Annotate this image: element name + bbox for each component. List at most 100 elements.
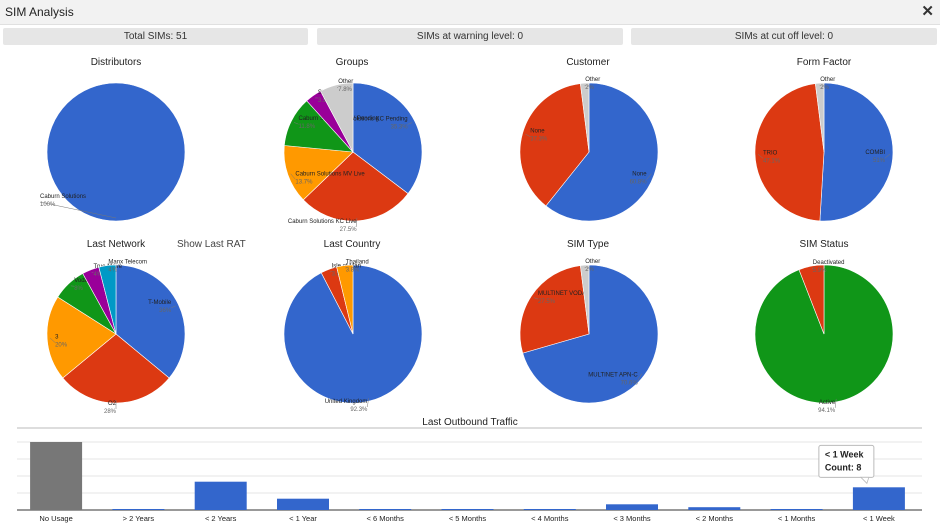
- chart-title: Last Network: [87, 239, 146, 250]
- pie-label-percent: 11.8%: [299, 124, 316, 130]
- pie-label-percent: 28%: [104, 409, 117, 415]
- pie-slice-multinet-apn-c[interactable]: [522, 264, 659, 404]
- dialog-titlebar: SIM Analysis ✕: [0, 0, 940, 25]
- pie-label-percent: 5.9%: [813, 268, 827, 274]
- chart-title: Last Country: [324, 239, 381, 250]
- pie-label-percent: 94.1%: [818, 408, 836, 414]
- pie-slice-none[interactable]: [545, 82, 659, 222]
- x-tick-label: < 3 Months: [613, 514, 651, 523]
- x-tick-label: No Usage: [39, 514, 72, 523]
- pie-label-percent: 35.3%: [391, 124, 409, 130]
- pie-label-percent: 27.5%: [340, 227, 358, 233]
- bar-chart-last-outbound-traffic: Last Outbound Traffic No Usage > 2 Years < …: [17, 417, 922, 523]
- pie-label-percent: 2%: [585, 85, 594, 91]
- pie-label-leader: [533, 297, 539, 300]
- pie-slice-other[interactable]: [580, 82, 590, 153]
- tooltip-text: Count: 8: [825, 462, 862, 472]
- pie-slice-other[interactable]: [580, 264, 590, 335]
- pie-slice-manx-telecom[interactable]: [98, 264, 117, 335]
- pie-label-percent: 36%: [159, 308, 172, 314]
- pie-label-leader: [91, 271, 94, 273]
- pie-label-leader: [407, 122, 413, 125]
- pie-slice-t-mobile[interactable]: [115, 264, 186, 379]
- chart-title: Groups: [336, 57, 369, 68]
- bar-1-week[interactable]: [852, 487, 905, 510]
- pie-label-percent: 2%: [820, 85, 829, 91]
- bar-2-years[interactable]: [112, 509, 165, 510]
- chart-title: SIM Type: [567, 239, 609, 250]
- pie-label-leader: [329, 271, 332, 273]
- pie-label-name: Thailand: [346, 260, 369, 266]
- pie-slice-multinet-voda[interactable]: [519, 265, 590, 354]
- pie-slice-trio[interactable]: [754, 83, 825, 222]
- pie-label-name: Other: [338, 79, 353, 85]
- pie-chart-distributors: Distributors Caburn Solutions 100%: [39, 57, 186, 222]
- show-last-rat-link[interactable]: Show Last RAT: [177, 239, 246, 250]
- pie-label-name: O2: [108, 401, 117, 407]
- pie-label-leader: [811, 268, 813, 270]
- pie-label-name: 3: [55, 335, 59, 341]
- pie-chart-sim-type: SIM Type MULTINET APN-C 70.6% MULTINET VODA…: [519, 239, 659, 404]
- bar-tooltip: < 1 Week Count: 8: [818, 444, 875, 485]
- cutoff-level-stat: SIMs at cut off level: 0: [631, 28, 937, 45]
- pie-label-percent: 7.8%: [338, 87, 352, 93]
- bar-2-months[interactable]: [688, 507, 741, 510]
- pie-label-name: Other: [585, 259, 600, 265]
- x-tick-label: < 5 Months: [449, 514, 487, 523]
- pie-slice-caburn-solutions-kc-live[interactable]: [302, 151, 409, 222]
- pie-label-percent: 27.5%: [538, 299, 556, 305]
- pie-slice-caburn-solutions-mv-live[interactable]: [283, 145, 354, 201]
- pie-label-percent: 70.6%: [621, 381, 639, 387]
- x-tick-label: < 1 Months: [778, 514, 816, 523]
- dialog-title: SIM Analysis: [5, 5, 74, 19]
- bar-1-year[interactable]: [277, 498, 329, 510]
- pie-slice-thailand[interactable]: [336, 264, 354, 335]
- chart-title: SIM Status: [800, 239, 849, 250]
- pie-slice-caburn-solutions-kc-pending[interactable]: [352, 82, 423, 195]
- pie-label-leader: [646, 173, 652, 180]
- pie-label-leader: [834, 398, 837, 408]
- bar-3-months[interactable]: [606, 504, 658, 510]
- pie-slice-none[interactable]: [519, 83, 590, 207]
- pie-slice-other[interactable]: [815, 82, 825, 153]
- bar-6-months[interactable]: [359, 509, 412, 510]
- bar-1-months[interactable]: [770, 509, 823, 510]
- pie-chart-customer: Customer None 60.8% None 37.3% Other 2%: [519, 57, 659, 222]
- pie-slice-deactivated[interactable]: [798, 264, 825, 335]
- bar-5-months[interactable]: [441, 509, 494, 510]
- pie-label-percent: 51%: [873, 158, 886, 164]
- pie-label-leader: [171, 305, 176, 309]
- pie-chart-sim-status: SIM Status Active 94.1% Deactivated 5.9%: [754, 239, 894, 414]
- bar-no-usage[interactable]: [30, 442, 83, 510]
- chart-title: Distributors: [91, 57, 142, 68]
- pie-slice-caburn-solutions[interactable]: [46, 82, 186, 222]
- pie-label-name: Deactivated: [813, 260, 845, 266]
- close-icon[interactable]: ✕: [921, 3, 934, 20]
- pie-label-leader: [884, 153, 891, 159]
- total-sims-stat: Total SIMs: 51: [3, 28, 308, 45]
- pie-chart-form-factor: Form Factor COMBI 51% TRIO 47.1% Other 2%: [754, 57, 894, 222]
- pie-label-name: Manx Telecom: [108, 260, 147, 266]
- pie-label-leader: [107, 267, 109, 269]
- pie-label-percent: 47.1%: [763, 158, 781, 164]
- pie-label-name: None: [632, 172, 647, 178]
- x-tick-label: < 1 Year: [289, 514, 317, 523]
- pie-slice-3[interactable]: [46, 296, 117, 379]
- pie-label-leader: [367, 398, 369, 408]
- chart-title: Form Factor: [797, 57, 852, 68]
- bar-2-years[interactable]: [194, 481, 247, 510]
- pie-label-percent: 8%: [74, 286, 83, 292]
- pie-label-leader: [344, 267, 346, 269]
- bar-4-months[interactable]: [523, 509, 576, 510]
- pie-label-leader: [757, 154, 764, 159]
- pie-label-name: Caburn Solutions MV Live: [295, 171, 365, 177]
- pie-label-name: Caburn Solutions KC Pending: [328, 116, 408, 122]
- pie-label-leader: [336, 86, 339, 89]
- pie-label-leader: [637, 373, 642, 381]
- x-tick-label: < 4 Months: [531, 514, 569, 523]
- pie-slice-combi[interactable]: [819, 82, 894, 222]
- pie-slice-other[interactable]: [320, 82, 354, 153]
- pie-label-percent: 3.8%: [346, 268, 360, 274]
- pie-label-leader: [293, 122, 299, 125]
